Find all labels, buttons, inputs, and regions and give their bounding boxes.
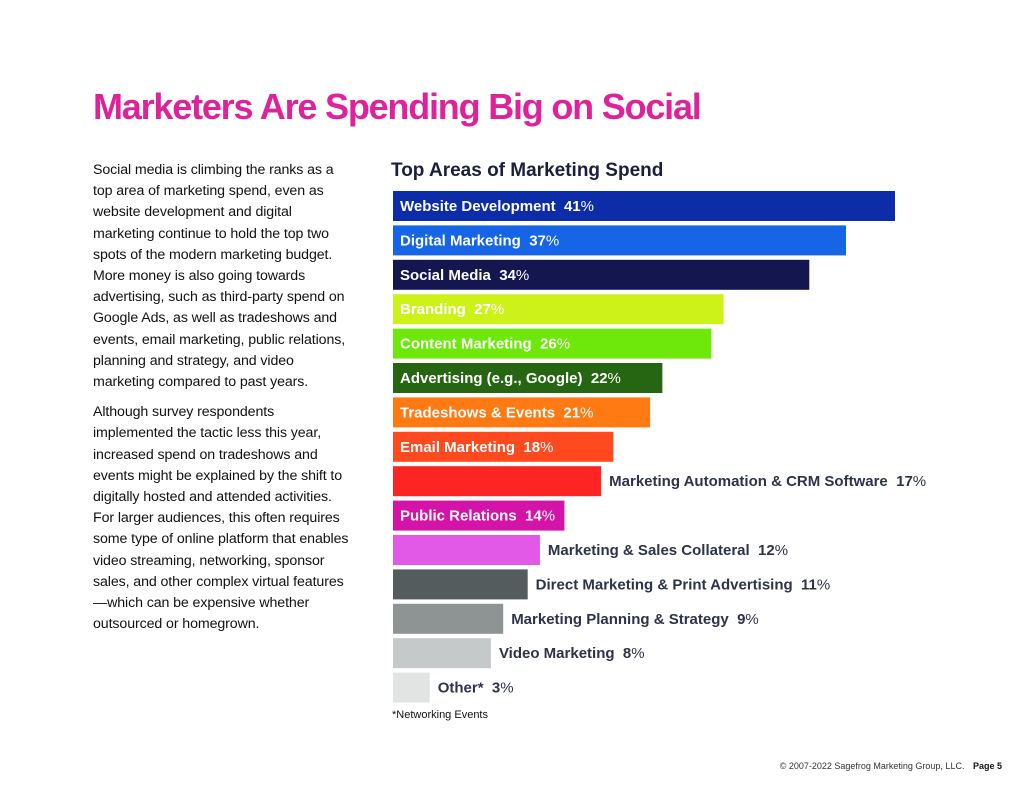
bar-label-5: Content Marketing 26%	[400, 336, 570, 353]
bar-unit: %	[491, 301, 504, 318]
bar-7	[393, 397, 651, 428]
bar-6	[393, 363, 663, 393]
bar-label-6: Advertising (e.g., Google) 22%	[400, 370, 621, 387]
bar-label-12: Direct Marketing & Print Advertising 11%	[536, 576, 831, 593]
bar-unit: %	[542, 508, 555, 525]
chart-footnote: *Networking Events	[392, 709, 488, 721]
bar-9	[393, 466, 602, 497]
bar-label-3: Social Media 34%	[400, 267, 529, 284]
bar-10	[393, 500, 565, 531]
bar-category: Marketing & Sales Collateral	[548, 542, 758, 559]
bar-value: 18	[523, 439, 540, 456]
bar-category: Video Marketing	[499, 645, 623, 662]
bar-value: 8	[623, 645, 631, 662]
bar-category: Public Relations	[400, 508, 525, 525]
bar-label-1: Website Development 41%	[400, 198, 594, 215]
bar-category: Social Media	[400, 267, 499, 284]
bar-unit: %	[557, 336, 570, 353]
bar-unit: %	[913, 473, 926, 490]
page-number: Page 5	[972, 761, 1002, 771]
bar-value: 12	[758, 542, 775, 559]
bar-label-13: Marketing Planning & Strategy 9%	[511, 611, 759, 628]
bar-category: Advertising (e.g., Google)	[400, 370, 591, 387]
bar-4	[393, 294, 724, 325]
page-title: Marketers Are Spending Big on Social	[93, 86, 702, 127]
bar-label-8: Email Marketing 18%	[400, 439, 553, 456]
bar-category: Branding	[400, 301, 474, 318]
bar-value: 22	[591, 370, 608, 387]
footer-copyright: © 2007-2022 Sagefrog Marketing Group, LL…	[779, 761, 965, 771]
bar-category: Content Marketing	[400, 336, 540, 353]
bar-unit: %	[580, 404, 593, 421]
bar-14	[393, 638, 491, 669]
bar-label-11: Marketing & Sales Collateral 12%	[548, 542, 788, 559]
bar-category: Digital Marketing	[400, 232, 529, 249]
bar-value: 26	[540, 336, 557, 353]
bar-unit: %	[745, 611, 758, 628]
bar-label-2: Digital Marketing 37%	[400, 232, 559, 249]
chart-title: Top Areas of Marketing Spend	[391, 160, 664, 181]
bar-category: Direct Marketing & Print Advertising	[536, 576, 801, 593]
bar-unit: %	[500, 680, 513, 697]
bar-label-4: Branding 27%	[400, 301, 504, 318]
bar-value: 41	[564, 198, 581, 215]
page-footer: © 2007-2022 Sagefrog Marketing Group, LL…	[780, 761, 1002, 771]
bar-category: Email Marketing	[400, 439, 523, 456]
bar-value: 9	[737, 611, 745, 628]
bar-value: 14	[525, 508, 542, 525]
bar-value: 27	[474, 301, 491, 318]
bar-2	[393, 225, 847, 256]
bar-5	[393, 328, 712, 359]
bar-value: 21	[563, 404, 580, 421]
bar-unit: %	[581, 198, 594, 215]
bar-value: 37	[529, 232, 546, 249]
bar-label-7: Tradeshows & Events 21%	[400, 404, 593, 421]
bar-label-15: Other* 3%	[438, 680, 514, 697]
bar-value: 34	[499, 267, 516, 284]
bar-3	[393, 259, 810, 290]
bar-8	[393, 431, 614, 462]
bar-11	[393, 535, 540, 565]
body-paragraph-2: Although survey respondents implemented …	[93, 404, 349, 633]
body-paragraph-1: Social media is climbing the ranks as a …	[93, 162, 346, 391]
bar-label-14: Video Marketing 8%	[499, 645, 645, 662]
bar-13	[393, 603, 504, 634]
bar-unit: %	[608, 370, 621, 387]
bar-1	[393, 191, 895, 221]
bar-category: Marketing Automation & CRM Software	[609, 473, 896, 490]
bar-unit: %	[516, 267, 529, 284]
bar-value: 3	[492, 680, 500, 697]
bar-unit: %	[540, 439, 553, 456]
bar-category: Other*	[438, 680, 492, 697]
bar-category: Website Development	[400, 198, 564, 215]
bar-12	[393, 569, 528, 600]
bar-unit: %	[546, 232, 559, 249]
bar-value: 17	[896, 473, 913, 490]
bar-unit: %	[817, 576, 830, 593]
body-text: Social media is climbing the ranks as a …	[93, 160, 355, 644]
bar-label-9: Marketing Automation & CRM Software 17%	[609, 473, 926, 490]
bar-label-10: Public Relations 14%	[400, 508, 555, 525]
bar-category: Marketing Planning & Strategy	[511, 611, 737, 628]
bar-value: 11	[801, 576, 817, 593]
bar-15	[393, 672, 430, 703]
bar-unit: %	[775, 542, 788, 559]
bar-category: Tradeshows & Events	[400, 404, 563, 421]
bar-unit: %	[631, 645, 644, 662]
